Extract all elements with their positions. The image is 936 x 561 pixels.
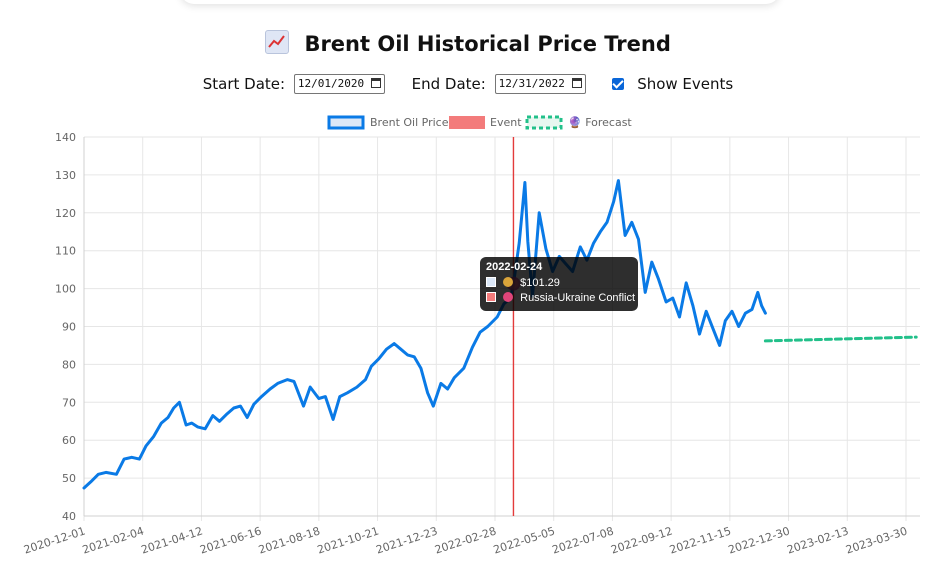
end-date-value: 12/31/2022 xyxy=(498,77,565,90)
chart-increasing-icon xyxy=(265,30,290,54)
tooltip-event: Russia-Ukraine Conflict ( xyxy=(520,292,638,304)
x-axis-ticks: 2020-12-012021-02-042021-04-122021-06-16… xyxy=(22,524,909,556)
x-tick-label: 2022-12-30 xyxy=(727,524,792,556)
y-tick-label: 60 xyxy=(62,434,76,447)
legend-swatch xyxy=(525,115,563,130)
legend-label: Event xyxy=(490,116,522,129)
x-tick-label: 2021-02-04 xyxy=(81,524,146,556)
show-events-label[interactable]: Show Events xyxy=(637,75,734,93)
y-tick-label: 80 xyxy=(62,358,76,371)
x-tick-label: 2022-09-12 xyxy=(609,524,674,556)
calendar-icon[interactable] xyxy=(370,78,381,88)
y-tick-label: 110 xyxy=(55,245,76,258)
chart-tooltip: 2022-02-24 $101.29 Russia-Ukraine Confli… xyxy=(480,257,638,311)
chart-series xyxy=(82,179,918,490)
x-tick-label: 2022-11-15 xyxy=(668,524,733,556)
x-tick-label: 2023-03-30 xyxy=(844,524,909,556)
tooltip-price: $101.29 xyxy=(520,277,560,289)
chart-grid xyxy=(83,136,920,521)
y-tick-label: 40 xyxy=(62,510,76,523)
x-tick-label: 2022-07-08 xyxy=(551,524,616,556)
y-tick-label: 50 xyxy=(62,472,76,485)
page-title: Brent Oil Historical Price Trend xyxy=(0,30,936,56)
y-tick-label: 120 xyxy=(55,207,76,220)
date-controls: Start Date: 12/01/2020 End Date: 12/31/2… xyxy=(0,74,936,94)
x-tick-label: 2022-02-28 xyxy=(433,524,498,556)
calendar-icon[interactable] xyxy=(571,78,582,88)
y-tick-label: 70 xyxy=(62,396,76,409)
start-date-value: 12/01/2020 xyxy=(297,77,365,90)
start-date-label: Start Date: xyxy=(202,75,286,93)
forecast-line xyxy=(763,335,918,343)
end-date-label: End Date: xyxy=(411,75,486,93)
x-tick-label: 2021-08-18 xyxy=(257,524,322,556)
y-tick-label: 130 xyxy=(55,169,76,182)
tooltip-price-row: $101.29 xyxy=(486,276,632,291)
money-bag-icon xyxy=(503,277,514,287)
x-tick-label: 2021-06-16 xyxy=(198,524,263,556)
price-line xyxy=(82,179,767,490)
start-date-input[interactable]: 12/01/2020 xyxy=(293,74,385,94)
top-card xyxy=(180,0,780,4)
pushpin-icon xyxy=(503,292,514,302)
legend-label: 🔮 Forecast xyxy=(568,116,632,129)
x-tick-label: 2023-02-13 xyxy=(785,524,850,556)
legend-label: Brent Oil Price xyxy=(370,116,449,129)
show-events-checkbox[interactable] xyxy=(612,78,625,90)
y-tick-label: 100 xyxy=(55,283,76,296)
end-date-input[interactable]: 12/31/2022 xyxy=(494,74,586,94)
y-axis-ticks: 40 50 60 70 80 90 100 110 120 130 140 xyxy=(55,131,76,523)
x-tick-label: 2022-05-05 xyxy=(492,524,557,556)
y-tick-label: 90 xyxy=(62,321,76,334)
x-tick-label: 2020-12-01 xyxy=(22,524,87,556)
legend-swatch xyxy=(449,116,485,129)
y-tick-label: 140 xyxy=(55,131,76,144)
tooltip-price-swatch xyxy=(486,277,496,287)
page-title-text: Brent Oil Historical Price Trend xyxy=(304,32,671,56)
chart-legend: Brent Oil Price Event 🔮 Forecast xyxy=(327,115,632,130)
tooltip-date: 2022-02-24 xyxy=(486,261,543,273)
tooltip-event-swatch xyxy=(486,292,496,302)
x-tick-label: 2021-12-23 xyxy=(374,524,439,556)
x-tick-label: 2021-04-12 xyxy=(140,524,205,556)
x-tick-label: 2021-10-21 xyxy=(316,524,381,556)
legend-swatch xyxy=(327,115,365,130)
tooltip-event-row: Russia-Ukraine Conflict ( xyxy=(486,291,638,306)
